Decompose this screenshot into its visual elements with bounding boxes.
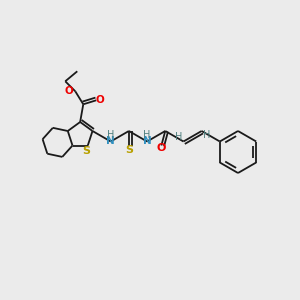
Text: O: O bbox=[96, 95, 105, 105]
Text: S: S bbox=[82, 146, 90, 155]
Text: H: H bbox=[143, 130, 151, 140]
Text: O: O bbox=[157, 143, 166, 154]
Text: H: H bbox=[203, 130, 210, 140]
Text: S: S bbox=[125, 145, 133, 155]
Text: N: N bbox=[143, 136, 152, 146]
Text: O: O bbox=[65, 86, 74, 96]
Text: H: H bbox=[107, 130, 114, 140]
Text: N: N bbox=[106, 136, 115, 146]
Text: H: H bbox=[175, 133, 182, 142]
